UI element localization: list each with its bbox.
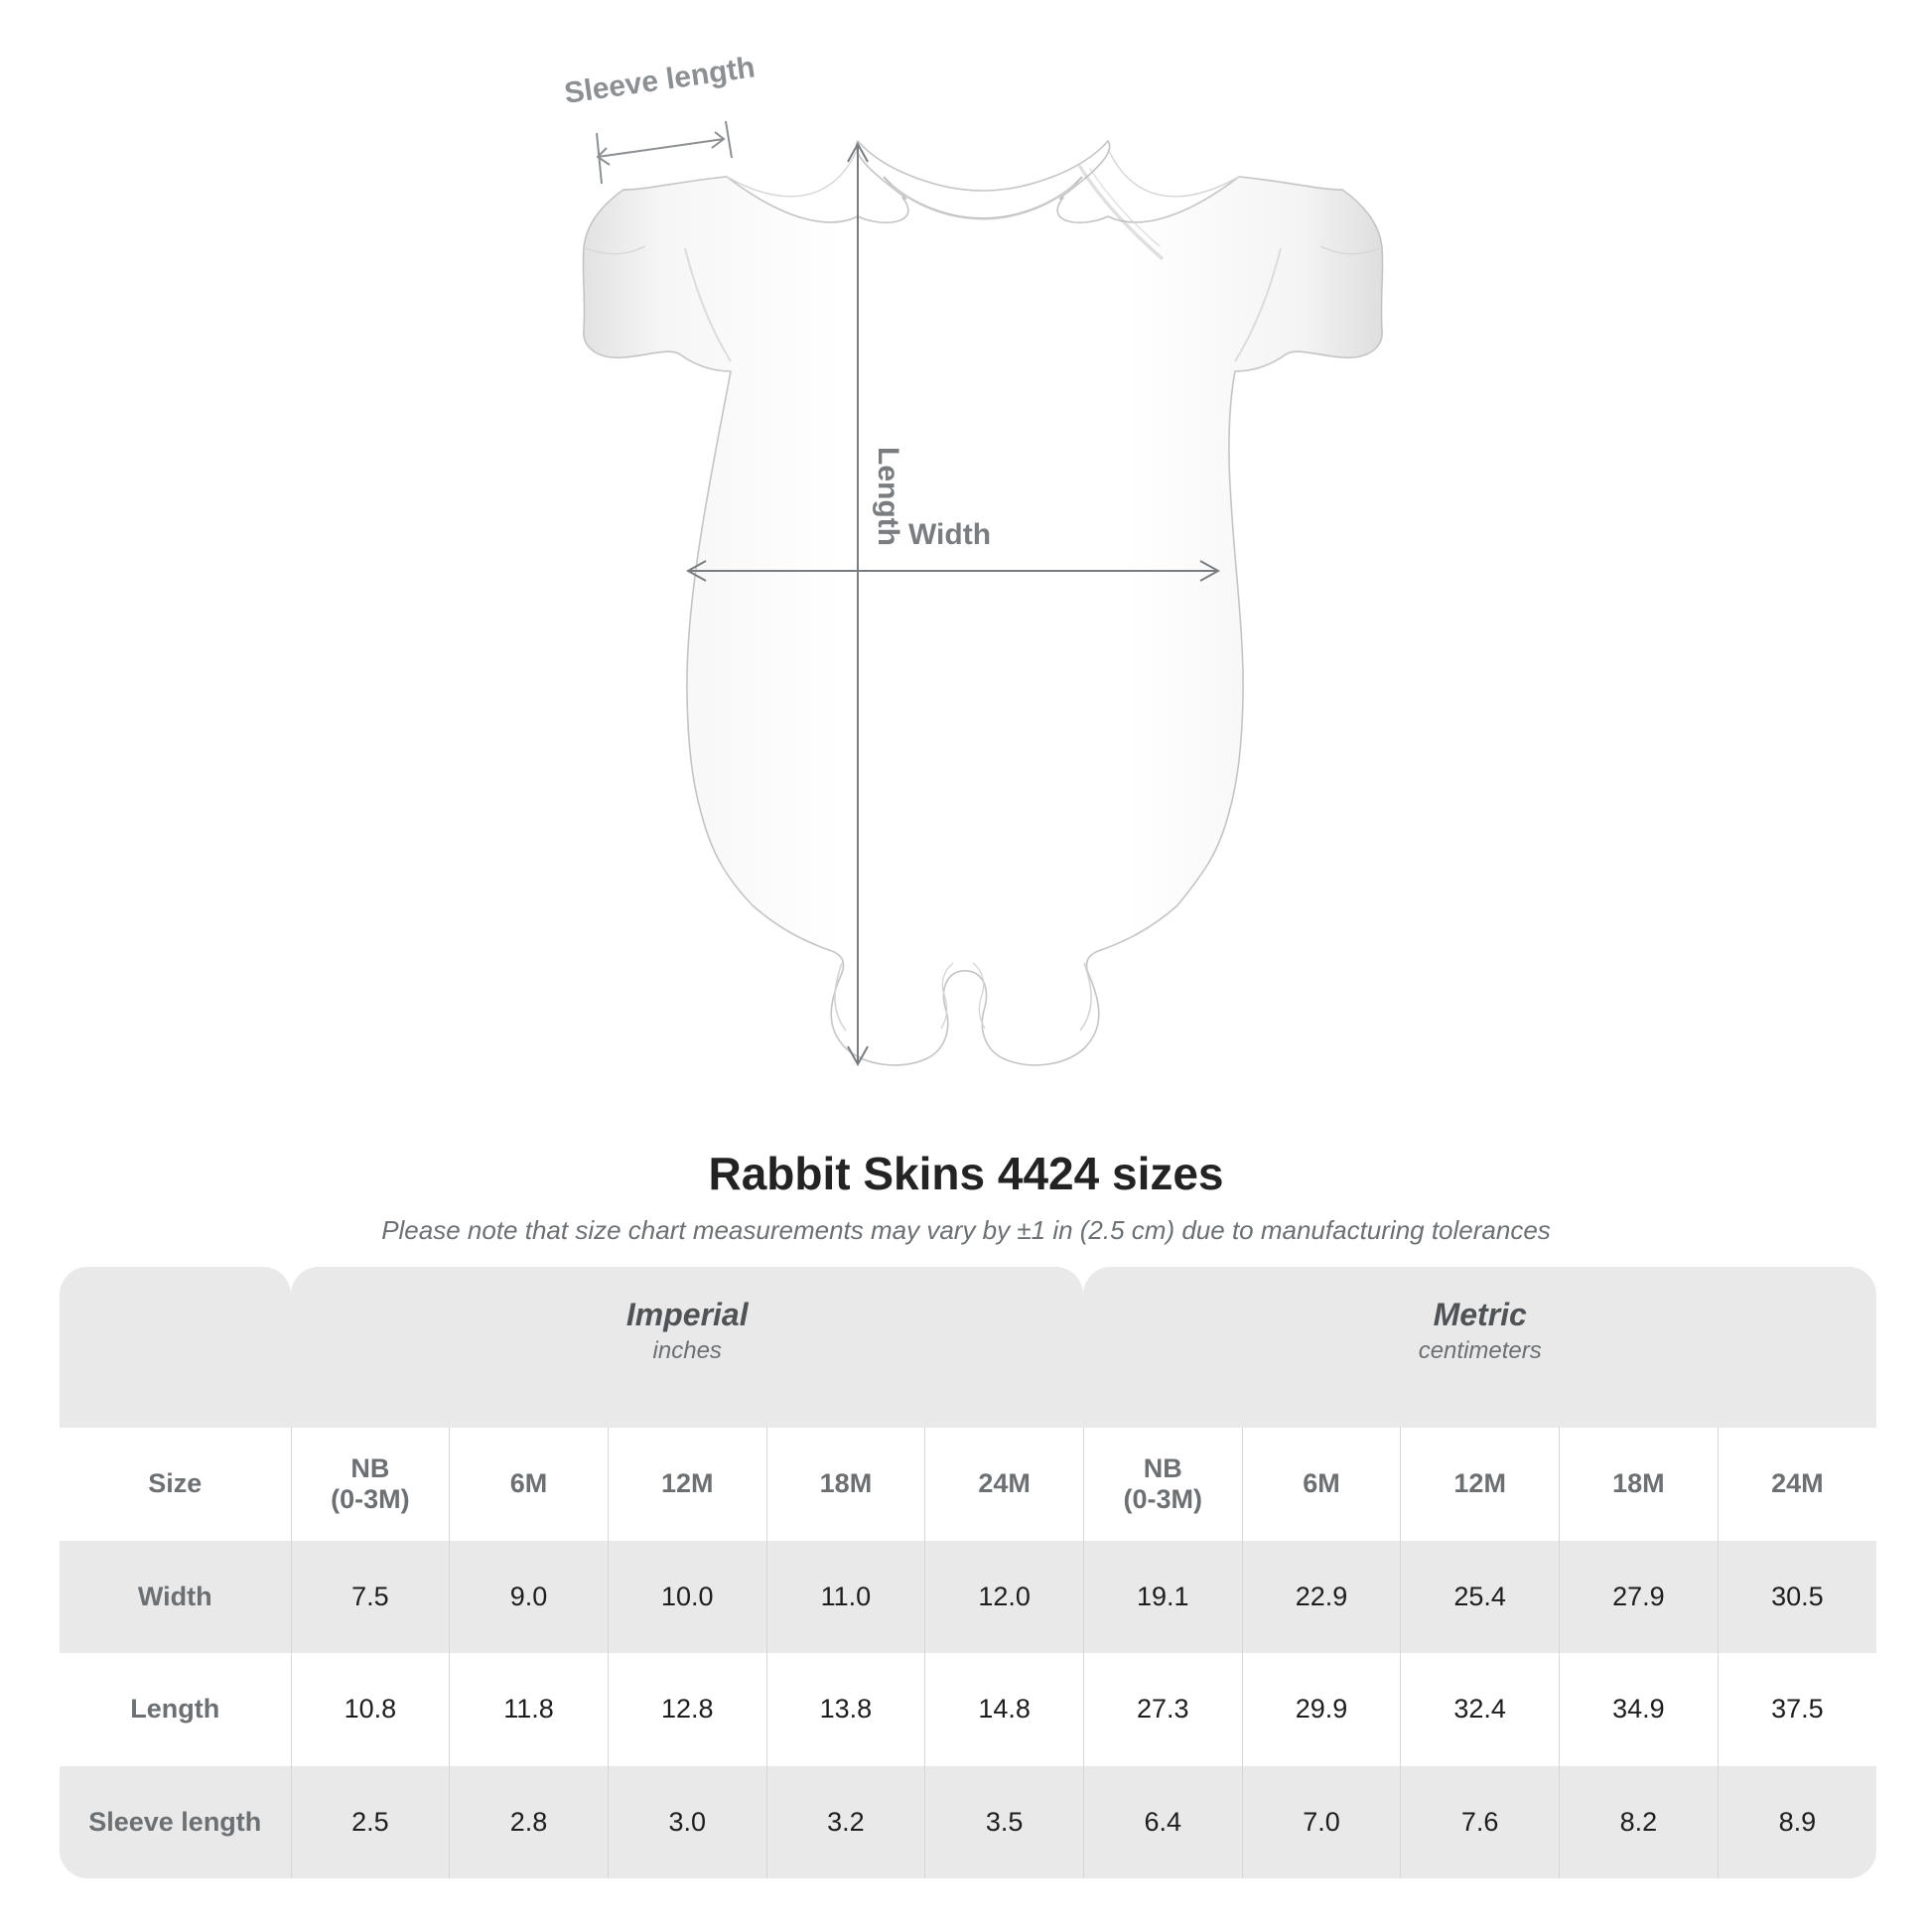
svg-text:Length: Length (872, 447, 904, 546)
svg-text:Sleeve length: Sleeve length (562, 51, 757, 110)
svg-text:Width: Width (908, 518, 991, 551)
